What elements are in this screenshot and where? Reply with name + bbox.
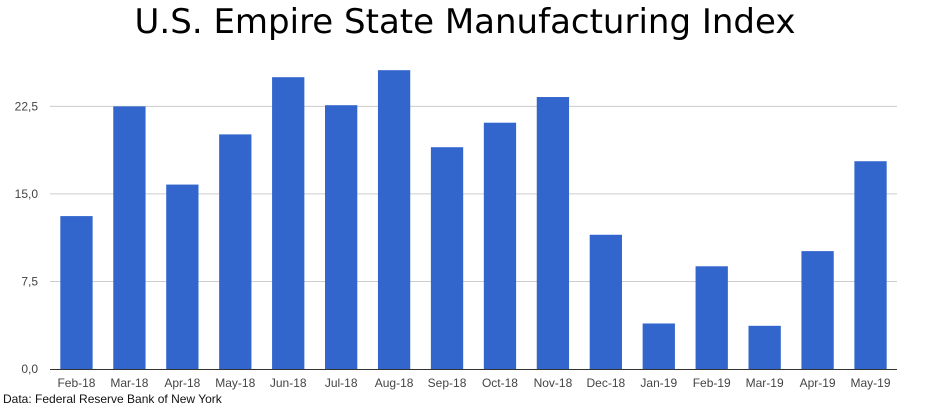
bar bbox=[801, 251, 834, 369]
bar bbox=[60, 216, 93, 369]
x-tick-label: May-19 bbox=[851, 376, 891, 390]
x-tick-label: May-18 bbox=[215, 376, 255, 390]
y-tick-label: 0,0 bbox=[21, 362, 38, 376]
x-tick-label: Oct-18 bbox=[482, 376, 518, 390]
x-tick-label: Feb-19 bbox=[693, 376, 731, 390]
source-note: Data: Federal Reserve Bank of New York bbox=[3, 392, 222, 406]
x-tick-label: Feb-18 bbox=[57, 376, 95, 390]
y-axis-ticks: 0,0 7,5 15,0 22,5 bbox=[15, 99, 39, 376]
bar bbox=[325, 105, 358, 370]
y-tick-label: 15,0 bbox=[15, 187, 39, 201]
y-tick-label: 22,5 bbox=[15, 99, 39, 113]
bar bbox=[219, 134, 252, 369]
bar bbox=[589, 234, 622, 369]
bar bbox=[272, 77, 305, 369]
x-tick-label: Dec-18 bbox=[587, 376, 626, 390]
x-tick-label: Aug-18 bbox=[375, 376, 414, 390]
bars bbox=[60, 70, 887, 370]
x-tick-label: Jul-18 bbox=[325, 376, 358, 390]
bar bbox=[483, 122, 517, 370]
bar bbox=[166, 184, 199, 369]
x-tick-label: Nov-18 bbox=[534, 376, 573, 390]
bar bbox=[854, 161, 887, 369]
bar bbox=[748, 325, 781, 369]
x-tick-label: Jun-18 bbox=[270, 376, 307, 390]
chart-title: U.S. Empire State Manufacturing Index bbox=[134, 2, 796, 42]
x-axis-ticks: Feb-18 Mar-18 Apr-18 May-18 Jun-18 Jul-18 Aug-… bbox=[57, 376, 890, 390]
bar bbox=[430, 147, 464, 369]
x-tick-label: Jan-19 bbox=[640, 376, 677, 390]
bar bbox=[642, 323, 675, 369]
x-tick-label: Mar-18 bbox=[110, 376, 148, 390]
x-tick-label: Sep-18 bbox=[428, 376, 467, 390]
x-tick-label: Apr-19 bbox=[800, 376, 836, 390]
x-tick-label: Mar-19 bbox=[746, 376, 784, 390]
x-tick-label: Apr-18 bbox=[164, 376, 200, 390]
bar bbox=[113, 106, 146, 369]
bar bbox=[695, 266, 728, 369]
bar bbox=[536, 97, 570, 369]
bar bbox=[377, 70, 411, 369]
y-tick-label: 7,5 bbox=[21, 274, 38, 288]
